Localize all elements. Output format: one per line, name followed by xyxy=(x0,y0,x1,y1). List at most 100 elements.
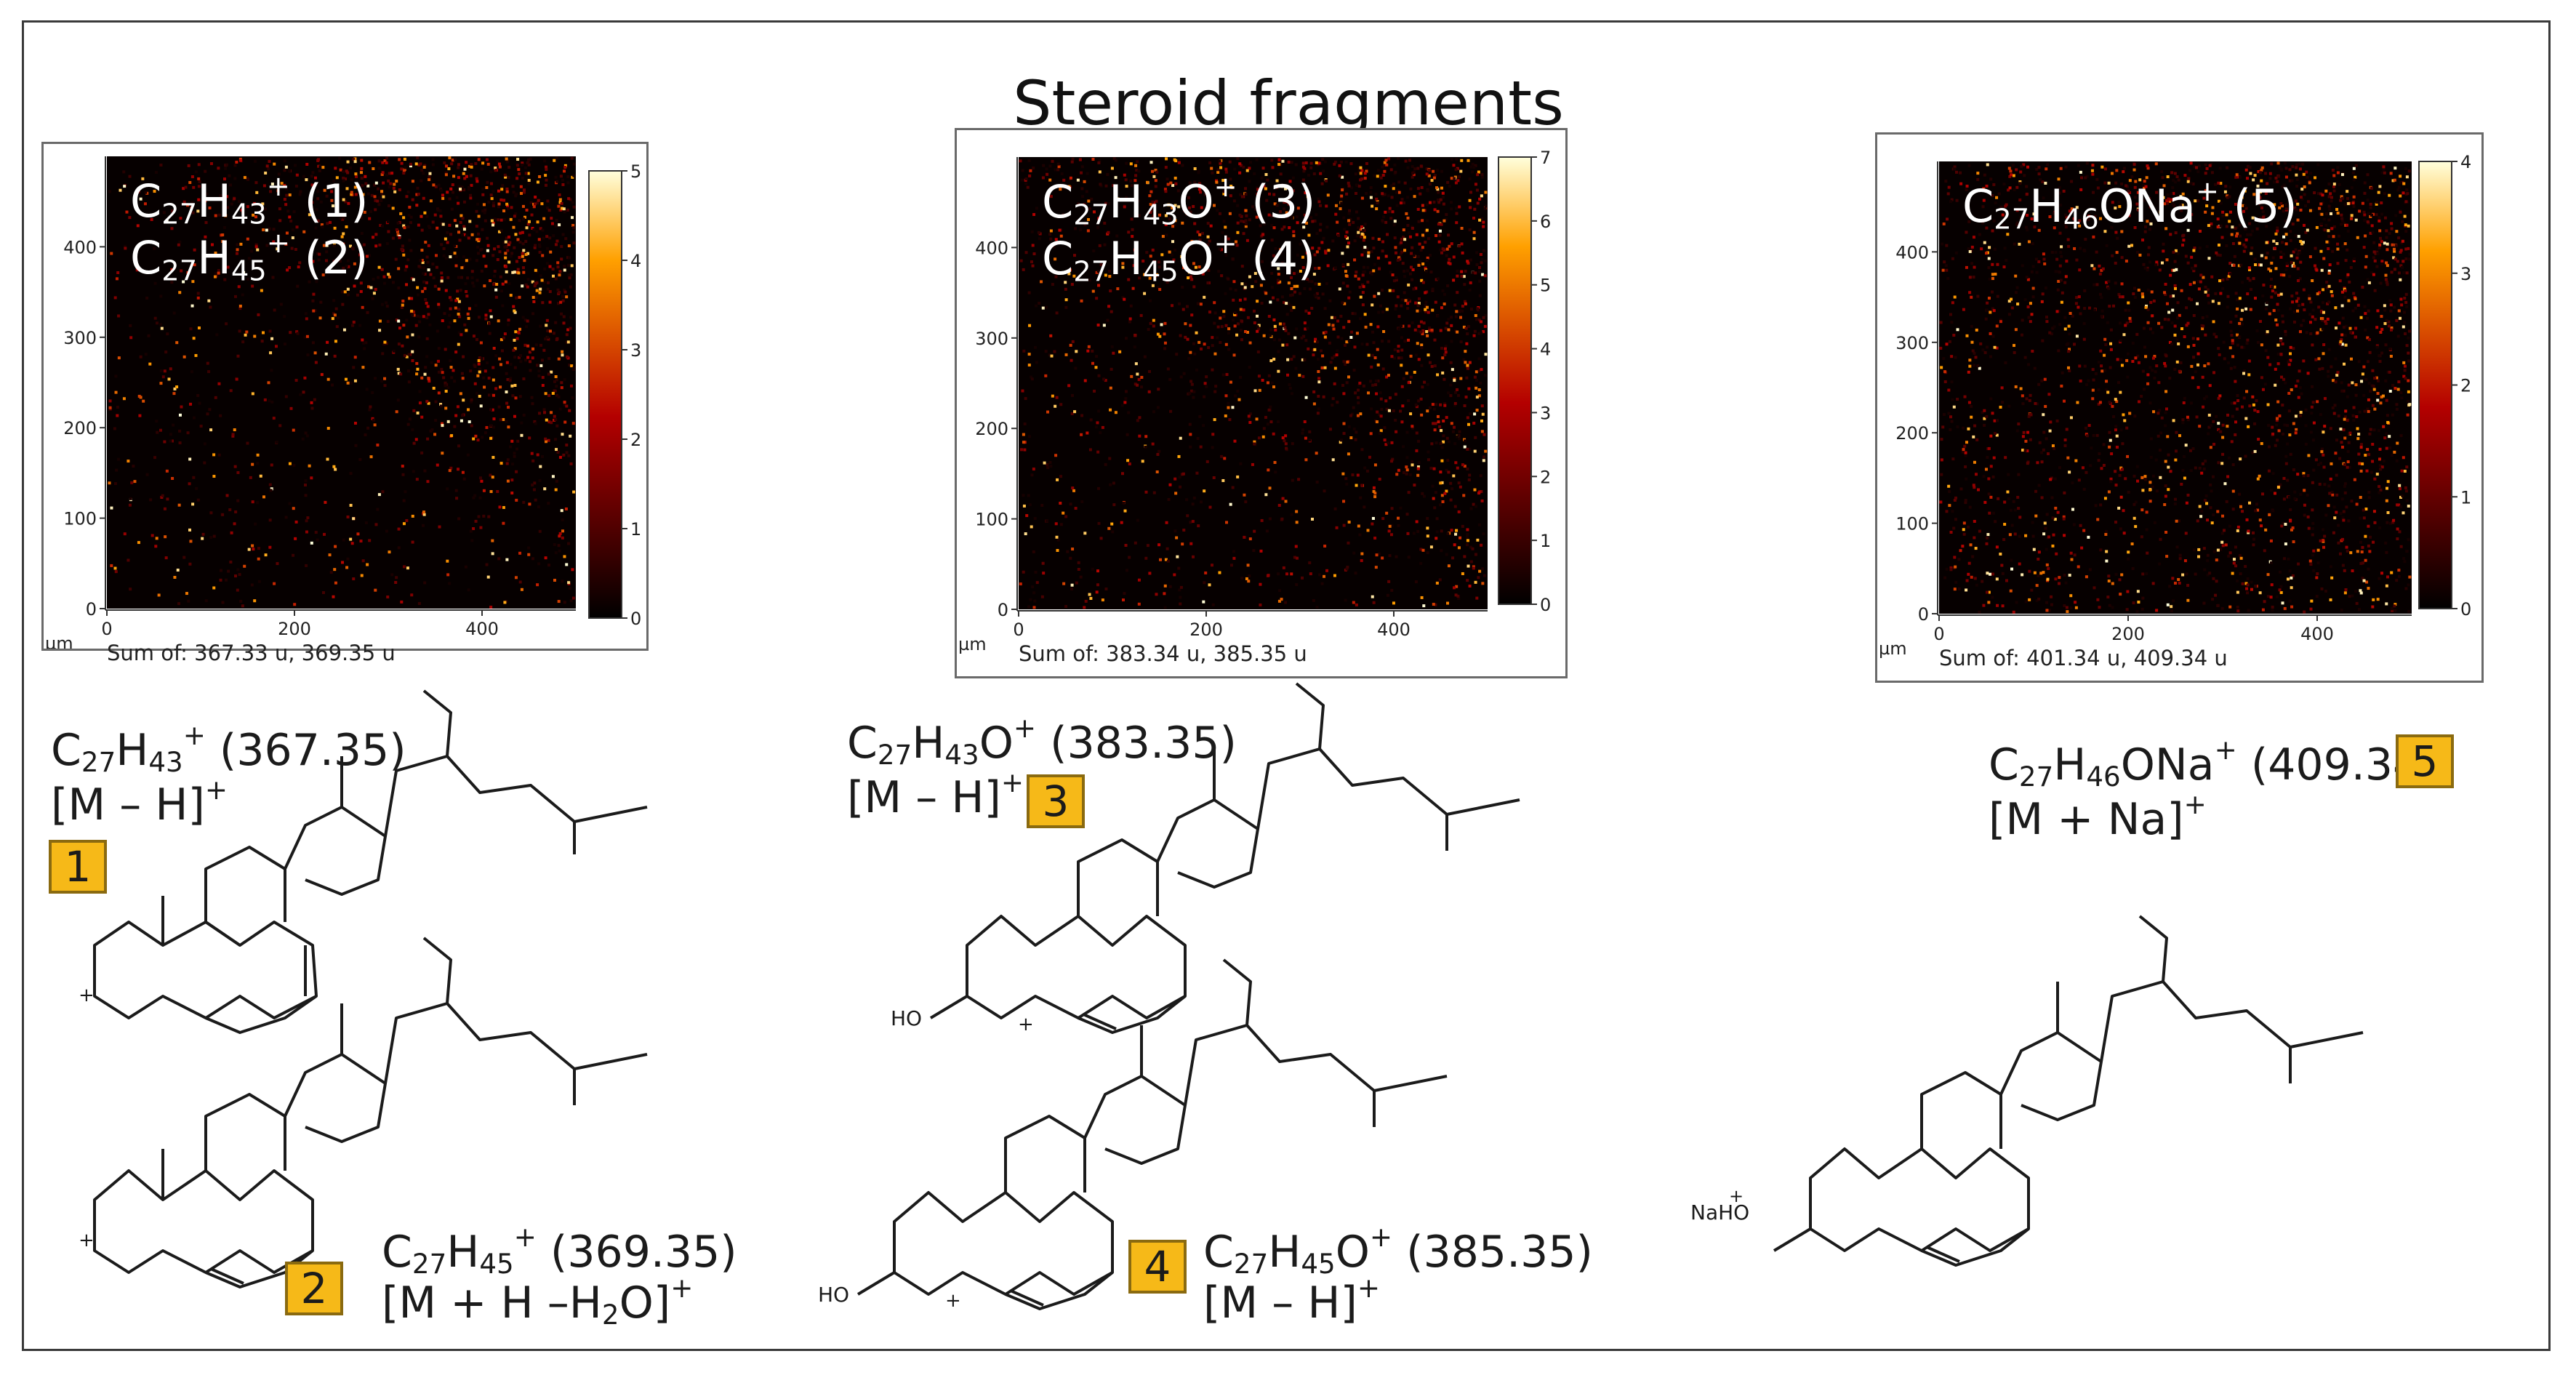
formula-part: + xyxy=(266,170,290,203)
y-tick-label: 400 xyxy=(975,238,1008,258)
formula-part: 27 xyxy=(81,746,116,779)
formula-part: O xyxy=(1178,231,1214,285)
y-tick-label: 100 xyxy=(63,509,97,529)
ion-type-part: 2 xyxy=(601,1299,619,1331)
formula-part: H xyxy=(2053,739,2087,790)
x-tick-label: 200 xyxy=(278,619,311,639)
formula-part: 27 xyxy=(1994,203,2030,236)
fragment-1-formula: C27H43+ (367.35) xyxy=(51,720,406,778)
formula-part: (367.35) xyxy=(205,724,406,776)
formula-part: ONa xyxy=(2120,739,2215,790)
formula-part: 43 xyxy=(230,198,267,231)
sum-of-masses: Sum of: 383.34 u, 385.35 u xyxy=(1019,641,1307,666)
formula-part: 45 xyxy=(230,254,267,288)
formula-part: (4) xyxy=(1237,231,1316,285)
fragment-2-formula: C27H45+ (369.35) xyxy=(382,1222,737,1280)
ion-signal-speckle xyxy=(1939,161,2412,614)
y-tick-label: 200 xyxy=(1895,423,1929,444)
y-tick-label: 100 xyxy=(1895,514,1929,534)
formula-part: (3) xyxy=(1237,175,1316,228)
colorbar-tick-label: 0 xyxy=(2460,599,2471,620)
plot-axes xyxy=(100,156,576,616)
y-tick-label: 200 xyxy=(975,419,1008,439)
ion-image-plot: 0 100 200 300 400 0 200 400 µm 0 1 2 3 4 xyxy=(1879,152,2471,659)
hydroxyl-label-3: HO xyxy=(891,1006,923,1030)
naho-label-5: NaHO xyxy=(1690,1200,1750,1224)
figure-title: Steroid fragments xyxy=(1013,68,1564,139)
formula-part: 27 xyxy=(161,254,198,288)
axis-unit-label: µm xyxy=(45,633,73,649)
ion-label: C27H46ONa+ (5) xyxy=(1962,175,2298,236)
ion-charge: + xyxy=(1000,766,1024,798)
fragment-2-badge: 2 xyxy=(285,1262,343,1315)
ion-image xyxy=(107,156,576,609)
formula-part: H xyxy=(1109,175,1143,228)
colorbar-tick-label: 2 xyxy=(1540,467,1551,487)
fragment-2-ion-type: [M + H –H2O]+ xyxy=(382,1272,693,1331)
formula-part: (2) xyxy=(289,230,369,284)
ion-signal-speckle xyxy=(108,156,576,609)
formula-part: ONa xyxy=(2098,179,2196,233)
x-tick-label: 0 xyxy=(1933,624,1944,644)
formula-part: 45 xyxy=(1142,255,1179,289)
colorbar-tick-label: 1 xyxy=(1540,531,1551,551)
formula-part: (369.35) xyxy=(536,1226,737,1278)
formula-part: 43 xyxy=(1142,199,1179,232)
formula-part: + xyxy=(1213,228,1237,260)
formula-part: (1) xyxy=(289,174,369,228)
colorbar-tick-label: 0 xyxy=(630,609,641,629)
colorbar xyxy=(2418,161,2452,609)
formula-part: + xyxy=(2195,175,2220,208)
formula-part: + xyxy=(182,719,206,751)
colorbar-tick-label: 2 xyxy=(630,430,641,450)
x-tick-label: 400 xyxy=(1377,620,1411,640)
colorbar-tick-label: 0 xyxy=(1540,595,1551,615)
fragment-5-badge: 5 xyxy=(2396,734,2454,788)
ion-type-part: + xyxy=(670,1272,694,1304)
sum-of-masses: Sum of: 367.33 u, 369.35 u xyxy=(107,641,396,665)
structure-fragment-2 xyxy=(93,937,648,1288)
ion-label: C27H43+ (1) xyxy=(130,170,369,231)
formula-part: C xyxy=(1042,231,1074,285)
formula-part: 43 xyxy=(944,739,979,771)
x-tick-label: 0 xyxy=(1013,620,1024,640)
formula-part: H xyxy=(197,230,231,284)
y-tick-label: 0 xyxy=(86,599,97,620)
y-tick-label: 0 xyxy=(998,600,1008,620)
formula-part: 43 xyxy=(148,746,183,779)
ion-type-text: [M – H] xyxy=(51,779,205,830)
formula-part: 45 xyxy=(1301,1248,1336,1280)
ion-signal-speckle xyxy=(1019,157,1488,609)
formula-part: C xyxy=(847,717,878,769)
formula-part: + xyxy=(1369,1221,1393,1253)
colorbar-tick-label: 4 xyxy=(1540,340,1551,360)
colorbar-tick-label: 3 xyxy=(2460,264,2471,284)
charge-label-2: + xyxy=(79,1230,95,1251)
formula-part: + xyxy=(513,1221,537,1253)
formula-part: + xyxy=(266,227,290,260)
formula-part: 45 xyxy=(479,1248,514,1280)
formula-part: (383.35) xyxy=(1036,717,1237,769)
formula-part: 27 xyxy=(1073,255,1110,289)
x-tick-label: 400 xyxy=(2300,624,2334,644)
ion-label: C27H43O+ (3) xyxy=(1042,171,1316,232)
formula-part: O xyxy=(1335,1226,1370,1278)
formula-part: C xyxy=(130,230,162,284)
fragment-5-formula: C27H46ONa+ (409.34) xyxy=(1989,734,2438,793)
y-tick-label: 300 xyxy=(63,328,97,348)
formula-part: 27 xyxy=(1073,199,1110,232)
formula-part: H xyxy=(2029,179,2063,233)
formula-part: O xyxy=(1178,175,1214,228)
formula-part: (5) xyxy=(2219,179,2298,233)
colorbar-tick-label: 5 xyxy=(1540,276,1551,296)
fragment-3-badge: 3 xyxy=(1027,774,1085,828)
fragment-4-badge: 4 xyxy=(1128,1240,1187,1294)
axis-unit-label: µm xyxy=(958,634,987,654)
colorbar xyxy=(588,170,622,619)
y-tick-label: 400 xyxy=(63,237,97,257)
formula-part: H xyxy=(1268,1226,1301,1278)
plot-axes xyxy=(1011,157,1488,617)
y-tick-label: 400 xyxy=(1895,242,1929,262)
